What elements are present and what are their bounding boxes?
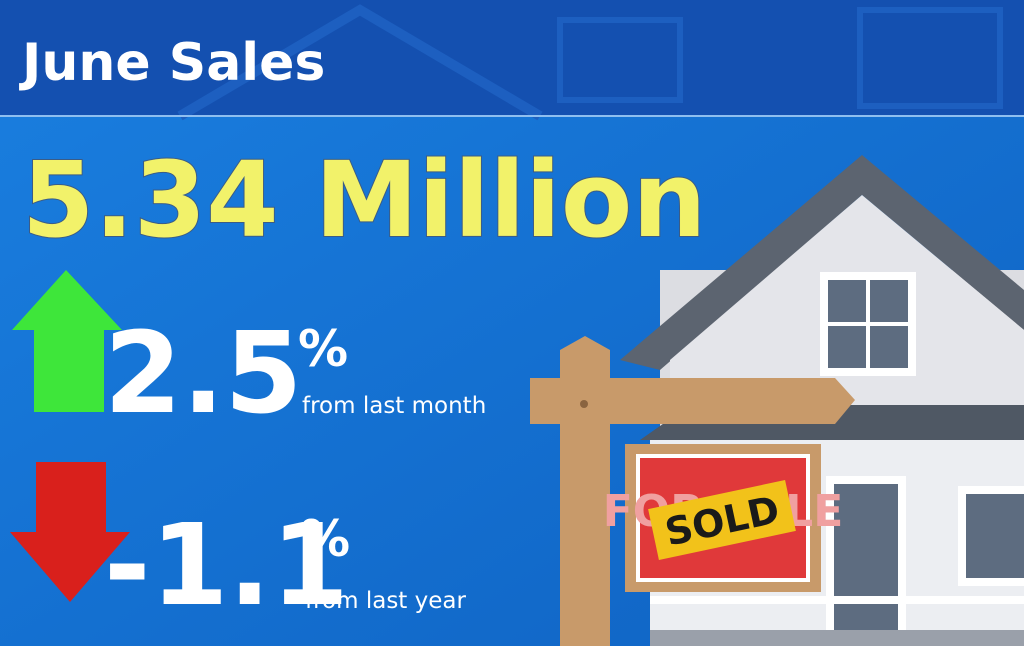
header-title: June Sales: [19, 33, 325, 93]
headline: 5.34 Million: [22, 139, 706, 261]
stat-value: 2.5: [104, 309, 302, 439]
header-band: [0, 0, 1024, 121]
stat-caption: from last month: [302, 393, 486, 419]
up-arrow: [12, 270, 122, 412]
down-arrow: [10, 462, 130, 602]
stat-unit: %: [298, 320, 348, 378]
stat-value: -1.1: [104, 501, 349, 631]
stat-unit: %: [300, 510, 350, 568]
stat-caption: from last year: [305, 588, 466, 614]
